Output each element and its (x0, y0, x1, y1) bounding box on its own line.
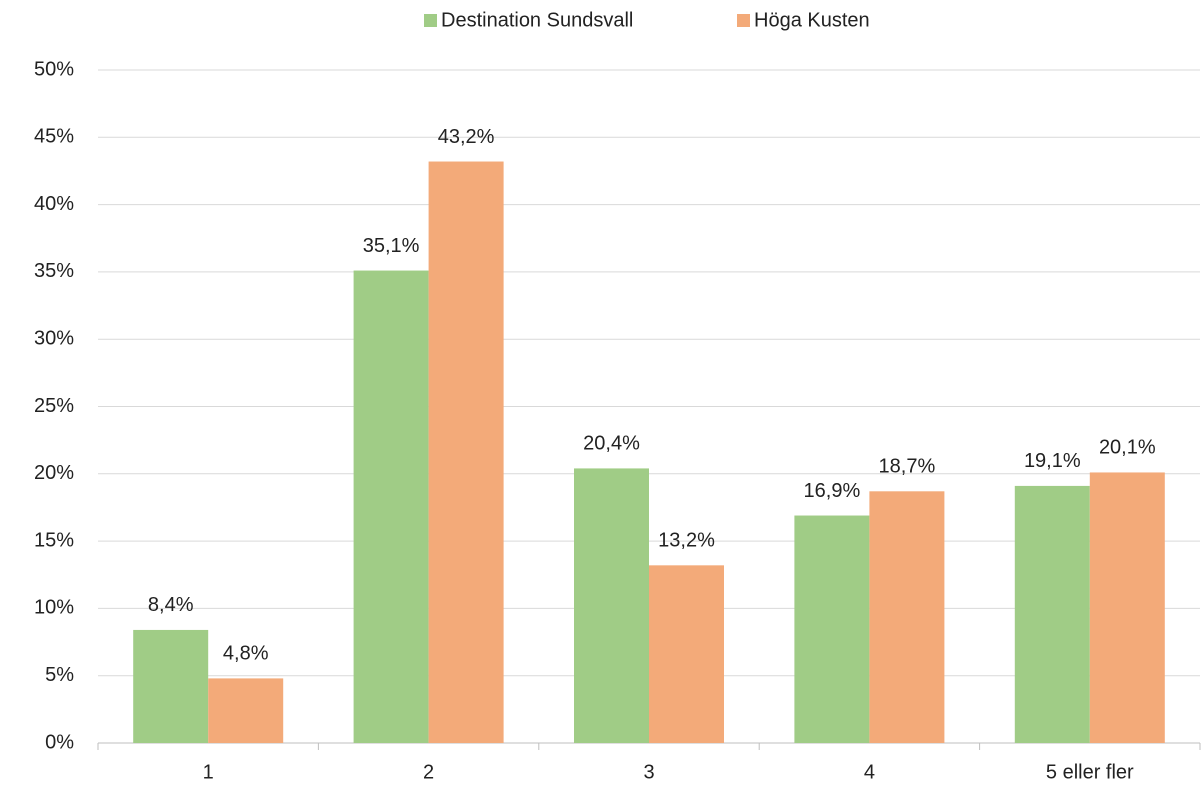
y-tick-label: 25% (34, 395, 74, 417)
bar (1089, 472, 1165, 743)
data-label: 8,4% (148, 594, 194, 616)
y-tick-label: 0% (45, 731, 74, 753)
bar (869, 491, 945, 743)
data-label: 19,1% (1024, 450, 1081, 472)
data-label: 20,4% (583, 433, 640, 455)
y-tick-label: 50% (34, 58, 74, 80)
bar (649, 565, 724, 743)
bar (353, 270, 429, 743)
bar (794, 515, 870, 743)
legend-label: Destination Sundsvall (441, 9, 633, 31)
data-label: 16,9% (804, 480, 861, 502)
bar (208, 678, 284, 743)
bar (133, 629, 209, 743)
bar (1014, 485, 1090, 743)
bar (428, 161, 504, 743)
legend-swatch (424, 14, 437, 27)
data-label: 20,1% (1099, 437, 1156, 459)
y-tick-label: 15% (34, 529, 74, 551)
data-label: 43,2% (438, 126, 495, 148)
y-tick-label: 35% (34, 260, 74, 282)
y-tick-label: 20% (34, 462, 74, 484)
data-label: 4,8% (223, 643, 269, 665)
y-tick-label: 45% (34, 126, 74, 148)
x-tick-label: 5 eller fler (1046, 761, 1134, 783)
x-tick-label: 1 (203, 761, 214, 783)
legend-label: Höga Kusten (754, 9, 870, 31)
y-tick-label: 30% (34, 327, 74, 349)
data-label: 13,2% (658, 530, 715, 552)
y-tick-label: 5% (45, 664, 74, 686)
data-label: 18,7% (879, 456, 936, 478)
x-tick-label: 2 (423, 761, 434, 783)
y-tick-label: 10% (34, 597, 74, 619)
y-tick-label: 40% (34, 193, 74, 215)
bar (574, 468, 649, 743)
data-label: 35,1% (363, 235, 420, 257)
legend-swatch (737, 14, 750, 27)
x-tick-label: 3 (643, 761, 654, 783)
x-tick-label: 4 (864, 761, 875, 783)
